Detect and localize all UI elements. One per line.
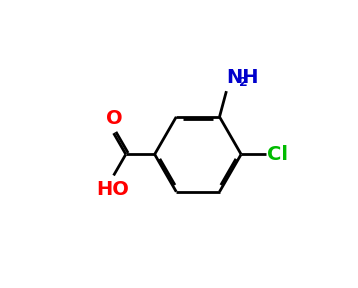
Text: O: O bbox=[106, 109, 123, 128]
Text: 2: 2 bbox=[239, 76, 248, 89]
Text: Cl: Cl bbox=[267, 145, 287, 164]
Text: HO: HO bbox=[96, 180, 129, 199]
Text: NH: NH bbox=[226, 68, 259, 87]
